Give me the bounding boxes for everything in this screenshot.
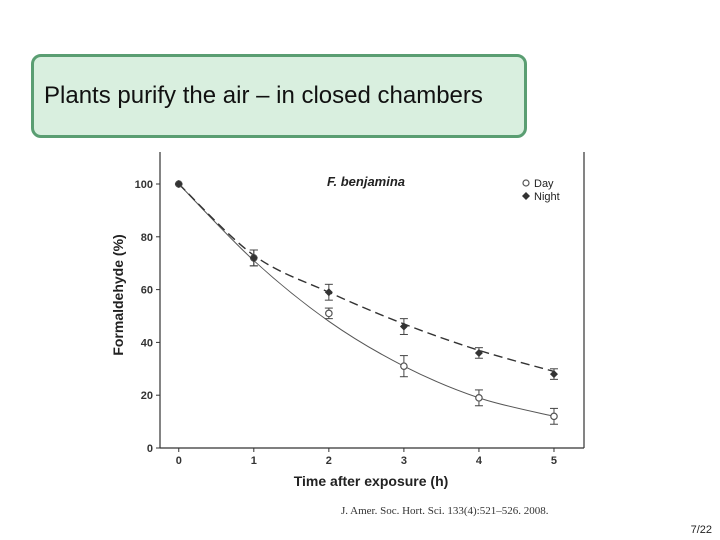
x-tick-label: 4 (476, 455, 483, 467)
chart-lines (178, 183, 555, 417)
legend-day-marker (522, 179, 530, 187)
data-point-day (475, 394, 483, 402)
y-tick-label: 100 (135, 179, 153, 191)
data-point-night (174, 180, 183, 188)
title-box (31, 54, 527, 138)
data-point-night (249, 253, 258, 262)
data-point-day (400, 362, 408, 370)
data-point-night (474, 348, 483, 357)
legend-night-marker (522, 192, 530, 200)
y-axis-label: Formaldehyde (%) (110, 234, 126, 355)
x-axis-label: Time after exposure (h) (294, 473, 449, 489)
x-tick-label: 0 (176, 455, 182, 467)
legend-day-label: Day (534, 178, 554, 190)
y-tick-label: 80 (141, 232, 153, 244)
y-tick-label: 60 (141, 285, 153, 297)
series-line-day (178, 183, 555, 417)
chart-points (174, 180, 558, 425)
y-tick-label: 20 (141, 390, 153, 402)
chart-axes: 0 20 40 60 80 100 0 1 2 3 4 5 (135, 152, 585, 467)
data-point-day (550, 412, 558, 421)
x-tick-label: 2 (326, 455, 332, 467)
legend-night-label: Night (534, 191, 560, 203)
chart-annotation: F. benjamina (327, 174, 405, 189)
data-point-night (399, 322, 408, 331)
x-tick-label: 1 (251, 455, 257, 467)
data-point-night (324, 288, 333, 297)
data-point-day (325, 309, 333, 318)
y-tick-label: 0 (147, 443, 153, 455)
data-point-night (549, 370, 558, 379)
citation: J. Amer. Soc. Hort. Sci. 133(4):521–526.… (341, 505, 549, 517)
chart-legend: Day Night (522, 178, 560, 203)
series-line-night (178, 183, 555, 373)
y-tick-label: 40 (141, 337, 153, 349)
page-number: 7/22 (690, 524, 712, 536)
x-tick-label: 5 (551, 455, 557, 467)
slide-title: Plants purify the air – in closed chambe… (44, 82, 483, 109)
x-tick-label: 3 (401, 455, 407, 467)
